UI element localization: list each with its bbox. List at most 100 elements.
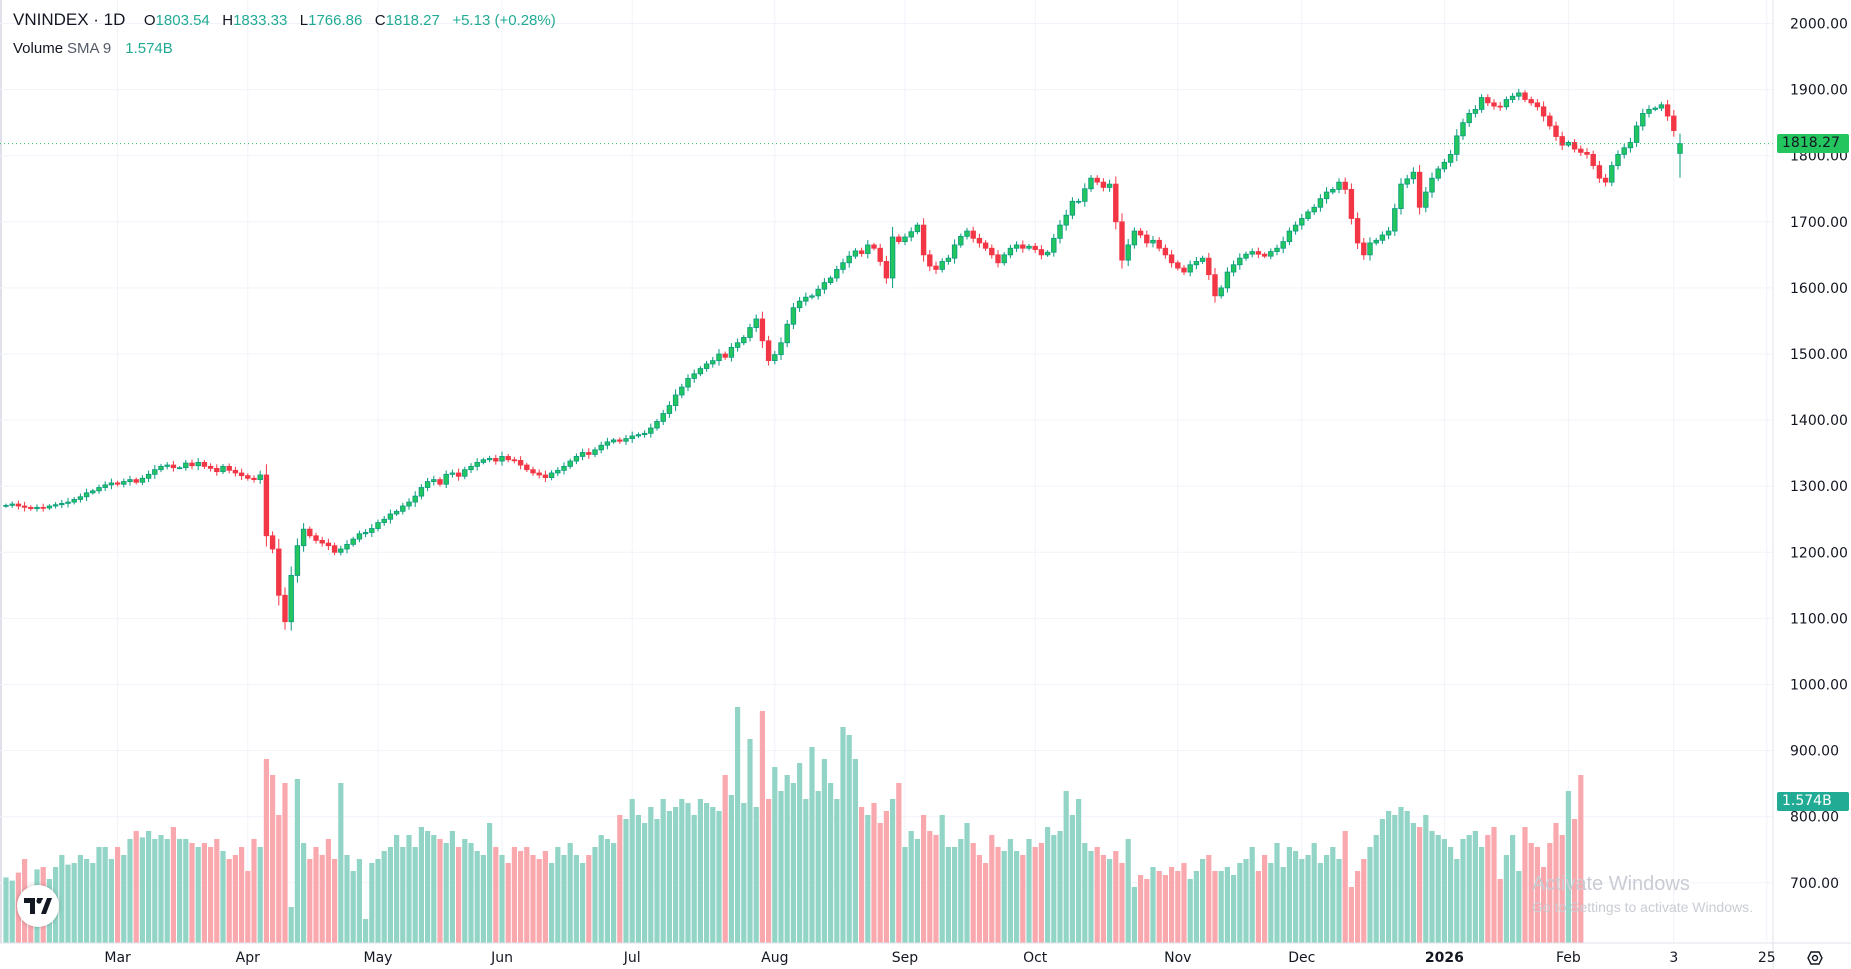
candle-body — [1571, 142, 1578, 150]
candle-body — [1268, 251, 1274, 257]
candle-body — [226, 465, 232, 471]
candle-body — [1677, 143, 1683, 154]
candle-body — [1175, 262, 1181, 269]
candle-body — [52, 504, 59, 507]
symbol-legend: VNINDEX · 1D O1803.54 H1833.33 L1766.86 … — [13, 10, 564, 30]
volume-legend[interactable]: Volume SMA 9 1.574B — [13, 40, 173, 57]
candle-body — [1299, 218, 1305, 226]
candle-body — [1472, 109, 1479, 114]
candle-body — [840, 262, 846, 270]
volume-bar — [865, 815, 871, 943]
candle-body — [1106, 183, 1113, 188]
candle-body — [1212, 274, 1218, 297]
time-axis[interactable]: Mar Apr May Jun Jul Aug Sep Oct Nov Dec 2026 Feb 3 25 — [104, 950, 1775, 966]
candle-body — [499, 456, 505, 462]
candle-body — [654, 421, 660, 429]
candle-body — [455, 472, 462, 477]
volume-bar — [319, 855, 325, 943]
price-axis[interactable]: 2000.001900.001800.001700.001600.001500.… — [1790, 17, 1848, 892]
volume-bar — [989, 835, 995, 943]
candle-body — [1590, 153, 1596, 167]
volume-bar — [1162, 875, 1168, 943]
candle-body — [1367, 242, 1373, 256]
candle-body — [1305, 211, 1311, 219]
volume-bar — [356, 859, 362, 943]
candle-body — [431, 479, 437, 482]
candle-body — [1423, 191, 1429, 208]
candle-body — [77, 496, 84, 500]
candle-body — [1311, 206, 1317, 213]
volume-bar — [1020, 855, 1026, 943]
candle-body — [530, 469, 536, 474]
volume-bar — [1435, 835, 1441, 943]
candle-body — [393, 510, 400, 515]
candle-body — [468, 465, 474, 471]
candle-body — [561, 465, 567, 471]
candle-body — [1478, 97, 1485, 110]
volume-bar — [549, 863, 555, 943]
volume-bar — [462, 839, 468, 943]
candle-body — [648, 427, 654, 434]
candle-body — [83, 492, 90, 498]
volume-bar — [1125, 839, 1131, 943]
settings-icon[interactable] — [1804, 950, 1826, 966]
candle-body — [691, 373, 697, 379]
volume-bar — [697, 799, 703, 943]
volume-bar — [487, 823, 493, 943]
candle-body — [1100, 181, 1107, 188]
symbol-title[interactable]: VNINDEX · 1D — [13, 10, 126, 29]
candle-body — [536, 472, 542, 476]
volume-bar — [673, 807, 679, 943]
volume-bar — [1503, 855, 1509, 943]
volume-bar — [499, 855, 505, 943]
candle-body — [28, 506, 34, 510]
candle-body — [1187, 264, 1193, 273]
candle-body — [927, 254, 933, 267]
volume-bar — [1410, 823, 1416, 943]
candle-body — [96, 487, 102, 492]
volume-bar — [660, 799, 666, 943]
candle-body — [282, 594, 288, 623]
candle-body — [1144, 234, 1150, 244]
volume-bar — [387, 847, 393, 943]
candle-body — [400, 505, 406, 512]
volume-bar — [96, 847, 102, 943]
volume-bar — [852, 759, 858, 943]
candle-body — [598, 444, 604, 451]
tradingview-logo[interactable] — [17, 885, 59, 927]
candle-body — [1460, 122, 1466, 137]
candle-body — [362, 532, 369, 535]
candle-body — [1206, 257, 1212, 276]
candle-body — [586, 452, 592, 455]
candle-body — [437, 479, 443, 485]
volume-bar — [1181, 863, 1187, 943]
candle-body — [1249, 251, 1255, 255]
volume-bar — [939, 815, 945, 943]
candle-body — [313, 535, 319, 541]
candle-body — [176, 467, 183, 470]
volume-bar — [1076, 799, 1082, 943]
volume-bar — [394, 835, 400, 943]
candle-body — [778, 342, 784, 356]
volume-bar — [443, 843, 449, 943]
volume-bar — [983, 863, 989, 943]
candle-body — [889, 236, 896, 279]
volume-bar — [1286, 847, 1292, 943]
time-tick-label: Feb — [1556, 950, 1581, 966]
volume-bar — [425, 831, 431, 943]
watermark-line2: Go to Settings to activate Windows. — [1532, 899, 1753, 915]
volume-bar — [1107, 859, 1113, 943]
volume-bar — [890, 799, 896, 943]
volume-bar — [592, 847, 598, 943]
volume-bar — [1491, 827, 1497, 943]
volume-bar — [226, 859, 232, 943]
volume-bar — [1069, 815, 1075, 943]
candle-body — [1615, 153, 1621, 167]
candle-body — [1342, 181, 1348, 190]
candle-body — [1181, 267, 1187, 273]
volume-bar — [573, 855, 579, 943]
candle-body — [542, 474, 549, 479]
volume-bar — [598, 835, 604, 943]
time-tick-label: Apr — [236, 950, 260, 966]
